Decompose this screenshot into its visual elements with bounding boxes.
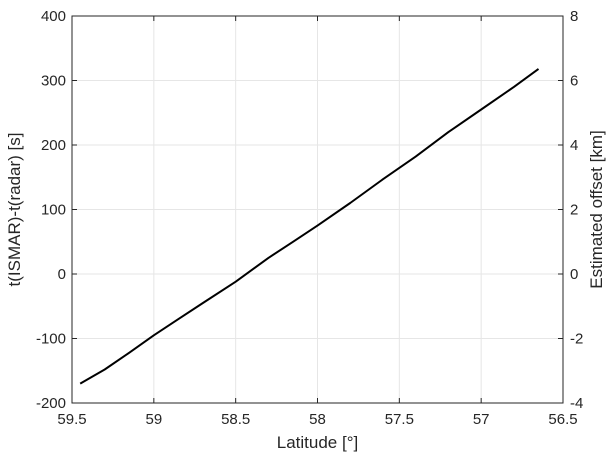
x-tick-label: 56.5 — [548, 411, 577, 428]
y2-tick-label: 2 — [570, 202, 578, 219]
y-tick-label: 0 — [58, 266, 66, 283]
plot-series — [79, 68, 540, 385]
y2-tick-label: -4 — [570, 395, 583, 412]
x-tick-label: 57.5 — [385, 411, 414, 428]
y2-tick-label: 4 — [570, 137, 578, 154]
y2-tick-label: 8 — [570, 8, 578, 25]
x-tick-label: 59 — [145, 411, 162, 428]
y-tick-label: 100 — [41, 202, 66, 219]
series-line — [79, 68, 540, 385]
ticks — [71, 15, 564, 404]
y2-axis-label: Estimated offset [km] — [587, 130, 606, 288]
y2-tick-label: 6 — [570, 73, 578, 90]
x-tick-label: 58 — [309, 411, 326, 428]
y2-tick-label: -2 — [570, 331, 583, 348]
y-tick-label: 200 — [41, 137, 66, 154]
x-axis-label: Latitude [°] — [277, 433, 358, 452]
y-axis-label: t(ISMAR)-t(radar) [s] — [5, 133, 24, 287]
y-tick-label: 400 — [41, 8, 66, 25]
y-tick-label: -200 — [36, 395, 66, 412]
x-tick-label: 57 — [473, 411, 490, 428]
grid — [71, 15, 564, 404]
y-tick-label: -100 — [36, 331, 66, 348]
y2-tick-label: 0 — [570, 266, 578, 283]
y-tick-labels: -200 -100 0 100 200 300 400 — [36, 8, 66, 412]
y2-tick-labels: -4 -2 0 2 4 6 8 — [570, 8, 583, 412]
x-tick-label: 58.5 — [221, 411, 250, 428]
y-tick-label: 300 — [41, 73, 66, 90]
x-tick-labels: 59.5 59 58.5 58 57.5 57 56.5 — [57, 411, 577, 428]
x-tick-label: 59.5 — [57, 411, 86, 428]
